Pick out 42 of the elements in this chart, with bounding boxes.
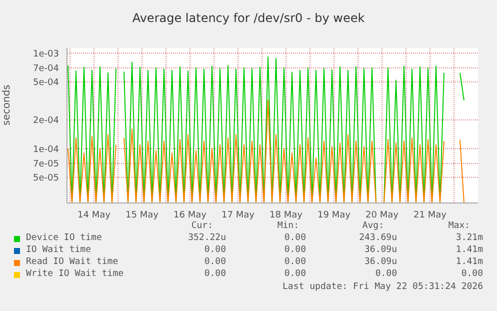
text: Max:	[448, 221, 470, 231]
text: 1.41m	[456, 257, 483, 267]
y-tick-label: 5e-05	[33, 174, 59, 184]
text: 0.00	[284, 269, 306, 279]
text: 0.00	[204, 269, 226, 279]
text: 36.09u	[364, 245, 397, 255]
chart-title: Average latency for /dev/sr0 - by week	[131, 11, 366, 25]
x-tick-label: 14 May	[78, 210, 112, 220]
y-tick-label: 2e-04	[33, 116, 60, 126]
x-tick-label: 16 May	[174, 210, 208, 220]
y-axis-title: seconds	[2, 84, 13, 126]
legend-label: Read IO Wait time	[26, 257, 118, 267]
text: 0.00	[284, 233, 306, 243]
y-tick-label: 5e-04	[33, 78, 60, 88]
text: 3.21m	[456, 233, 483, 243]
x-tick-label: 17 May	[222, 210, 256, 220]
text: Cur:	[191, 221, 213, 231]
text: 1.41m	[456, 245, 483, 255]
x-tick-label: 21 May	[414, 210, 448, 220]
text: 36.09u	[364, 257, 397, 267]
text: 0.00	[284, 257, 306, 267]
legend-label: Device IO time	[26, 233, 102, 243]
x-tick-label: 18 May	[270, 210, 304, 220]
x-tick-label: 19 May	[318, 210, 352, 220]
text: Min:	[277, 221, 299, 231]
text: 0.00	[204, 245, 226, 255]
y-tick-label: 1e-04	[33, 144, 60, 155]
legend-label: Write IO Wait time	[26, 269, 124, 279]
x-tick-label: 15 May	[126, 210, 160, 220]
text: Avg:	[362, 221, 384, 231]
text: 0.00	[461, 269, 483, 279]
text: 243.69u	[359, 233, 397, 243]
text: Last update: Fri May 22 05:31:24 2026	[282, 282, 483, 292]
text: 0.00	[375, 269, 397, 279]
y-tick-label: 7e-04	[33, 64, 60, 74]
text: 0.00	[204, 257, 226, 267]
text: 0.00	[284, 245, 306, 255]
y-tick-label: 7e-05	[33, 160, 59, 170]
y-tick-label: 1e-03	[33, 49, 59, 60]
legend-label: IO Wait time	[26, 245, 92, 255]
text: 352.22u	[188, 233, 226, 243]
x-tick-label: 20 May	[366, 210, 400, 220]
